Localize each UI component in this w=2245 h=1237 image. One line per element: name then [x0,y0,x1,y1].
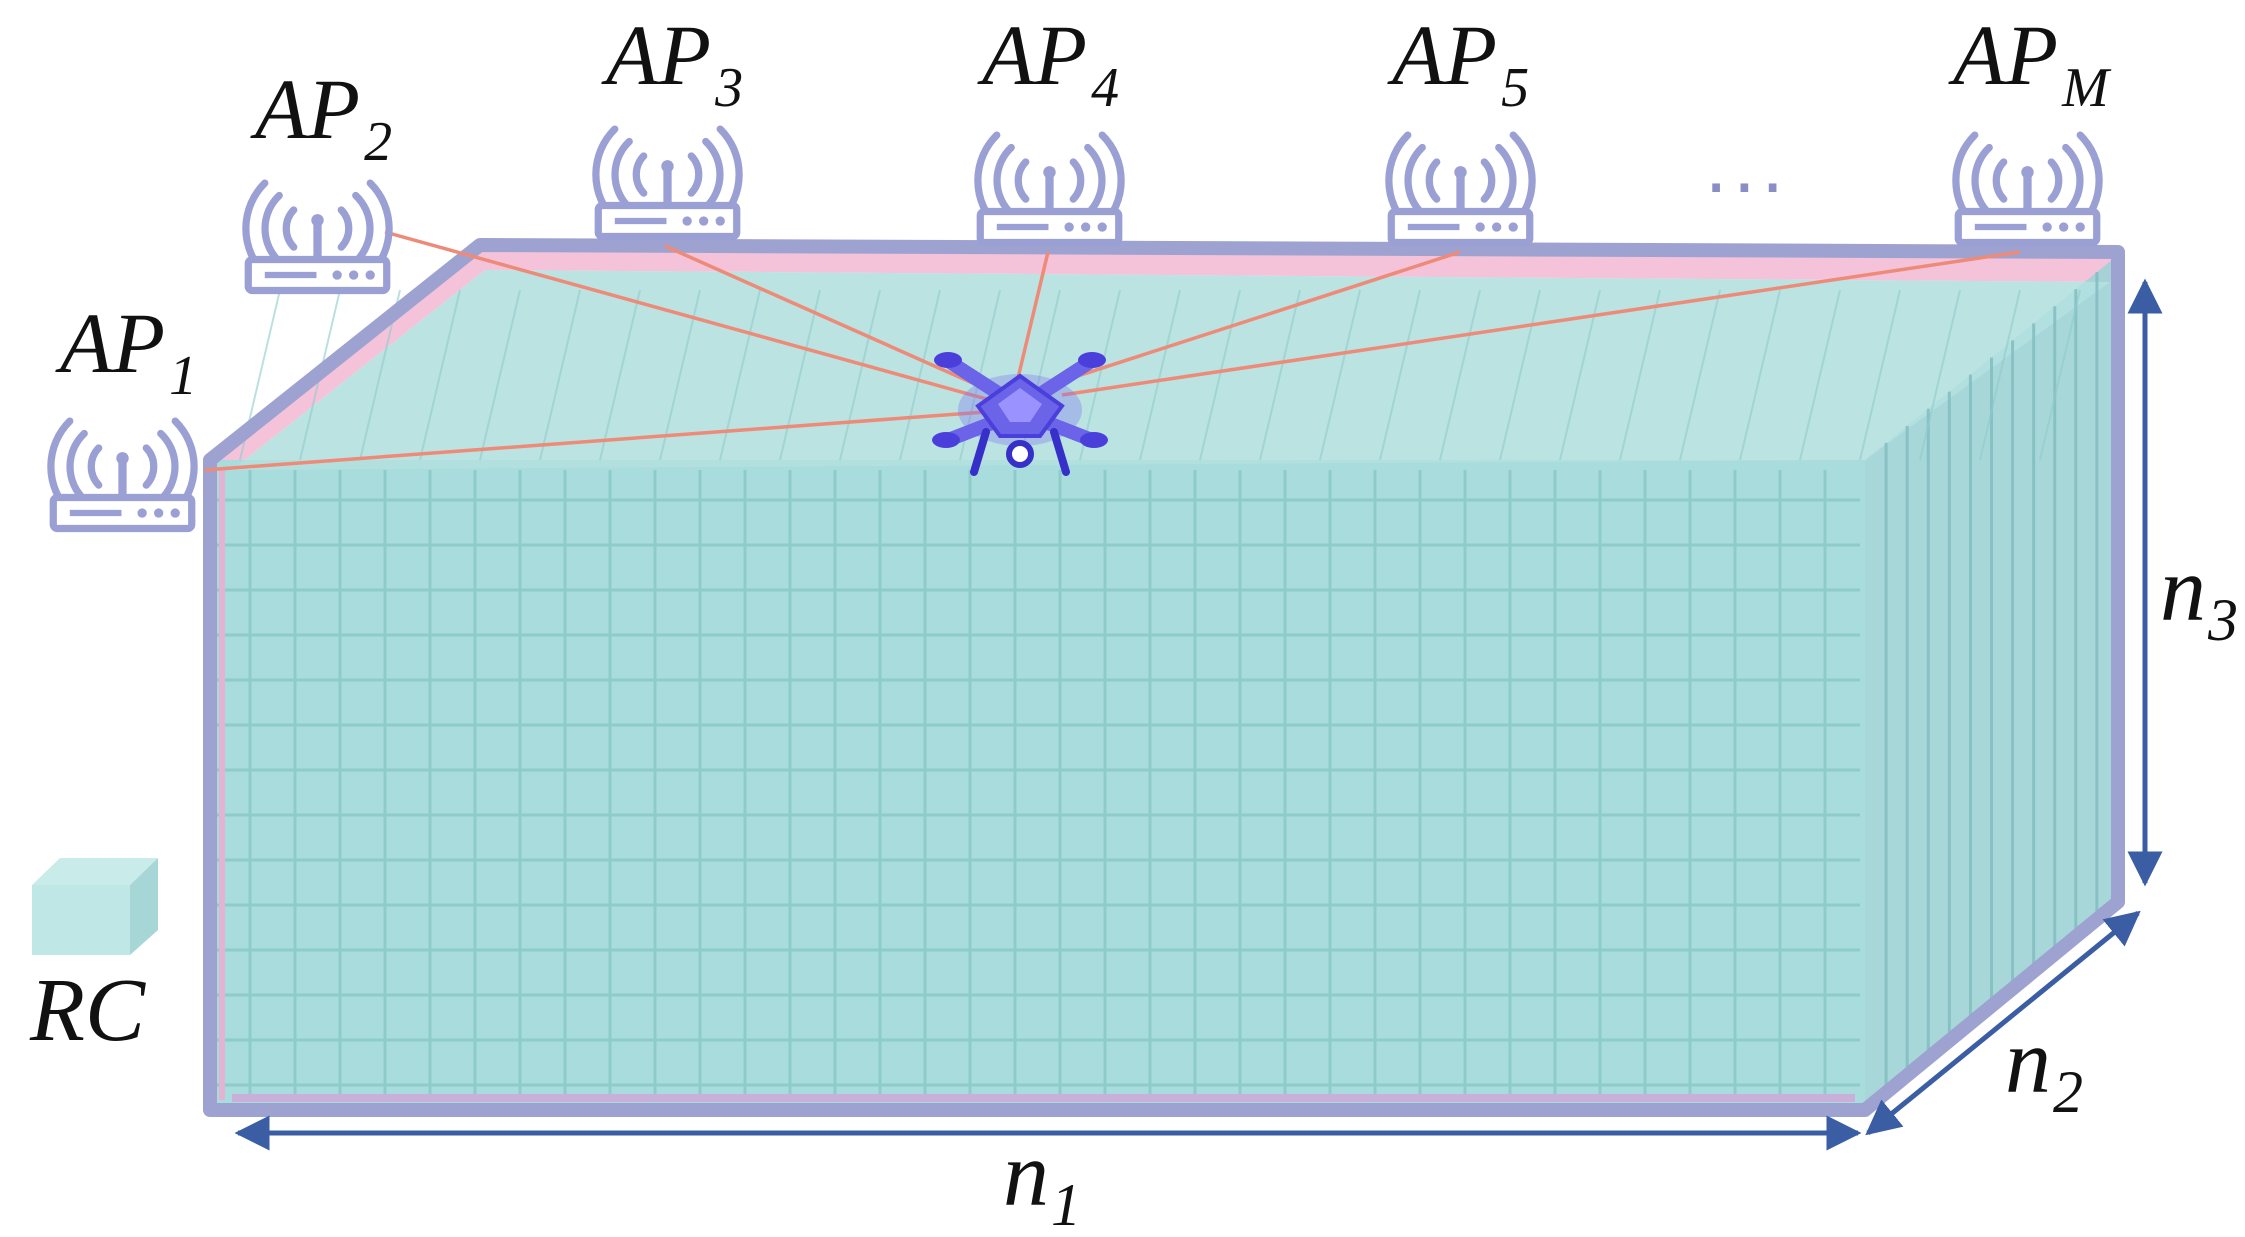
ap3-label: AP3 [601,7,743,119]
wifi-router-icon [246,183,389,290]
drone-icon [932,352,1108,476]
ap2-label: AP2 [250,61,392,173]
ap5-label: AP5 [1387,7,1529,119]
apm-label: APM [1948,7,2112,119]
rc-legend: RC [29,858,158,1060]
link-ap2 [384,230,991,402]
rc-grid-volume [203,238,2125,1117]
n3-label: n3 [2160,538,2238,653]
ap1-label: AP1 [55,295,197,407]
rc-cube-icon [32,858,158,955]
box-side-grid [1884,272,2099,1093]
link-apm [1061,250,2021,397]
wifi-router-icon [51,421,194,528]
dimension-arrows [234,278,2163,1151]
ap-links [204,230,2021,472]
wifi-router-icon [1389,135,1532,242]
ap-labels: AP1 AP2 AP3 AP4 AP5 APM ... [55,7,2112,407]
box-frame [203,238,2125,1117]
ellipsis-label: ... [1705,120,1790,209]
n2-arrow [1865,910,2141,1136]
box-front-face [210,460,1865,1110]
box-front-grid [215,470,1860,1100]
link-ap5 [1049,250,1461,387]
wifi-router-icon [1956,135,2099,242]
wifi-router-icon [978,135,1121,242]
n2-label: n2 [2005,1010,2083,1125]
link-ap1 [204,410,986,472]
n1-label: n1 [1003,1123,1081,1237]
wifi-router-icon [596,129,739,236]
rc-label: RC [29,961,146,1060]
ap4-label: AP4 [977,7,1119,119]
link-ap3 [664,244,996,395]
link-ap4 [1016,251,1050,379]
